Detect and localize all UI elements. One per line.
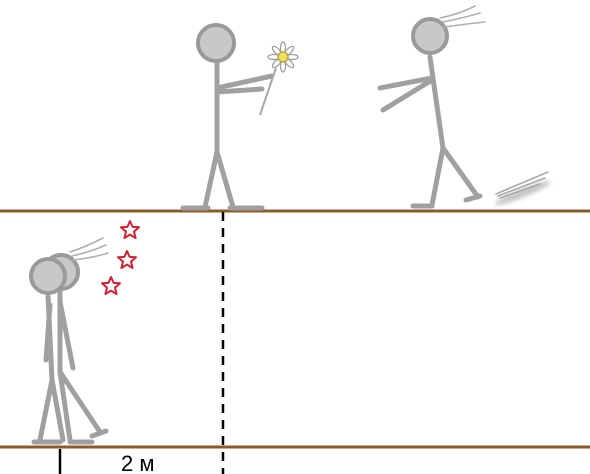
distance-label: 2 м [121,451,154,474]
walking-figure-head [411,17,449,55]
figure-with-flower-head [196,23,236,63]
dizzy-figure-front-head [29,257,67,295]
dizzy-figure-front [31,293,66,445]
dizzy-figure-back [57,287,109,445]
dizzy-star-icon [101,276,121,295]
speed-lines-icon [495,171,551,205]
dizzy-hair-lines [69,237,109,261]
dizzy-star-icon [120,220,140,239]
hair-motion-lines [439,5,486,28]
daisy-flower-icon [259,41,299,116]
dizzy-star-icon [117,250,137,269]
figure-with-flower [180,60,275,211]
walking-figure [377,54,483,209]
